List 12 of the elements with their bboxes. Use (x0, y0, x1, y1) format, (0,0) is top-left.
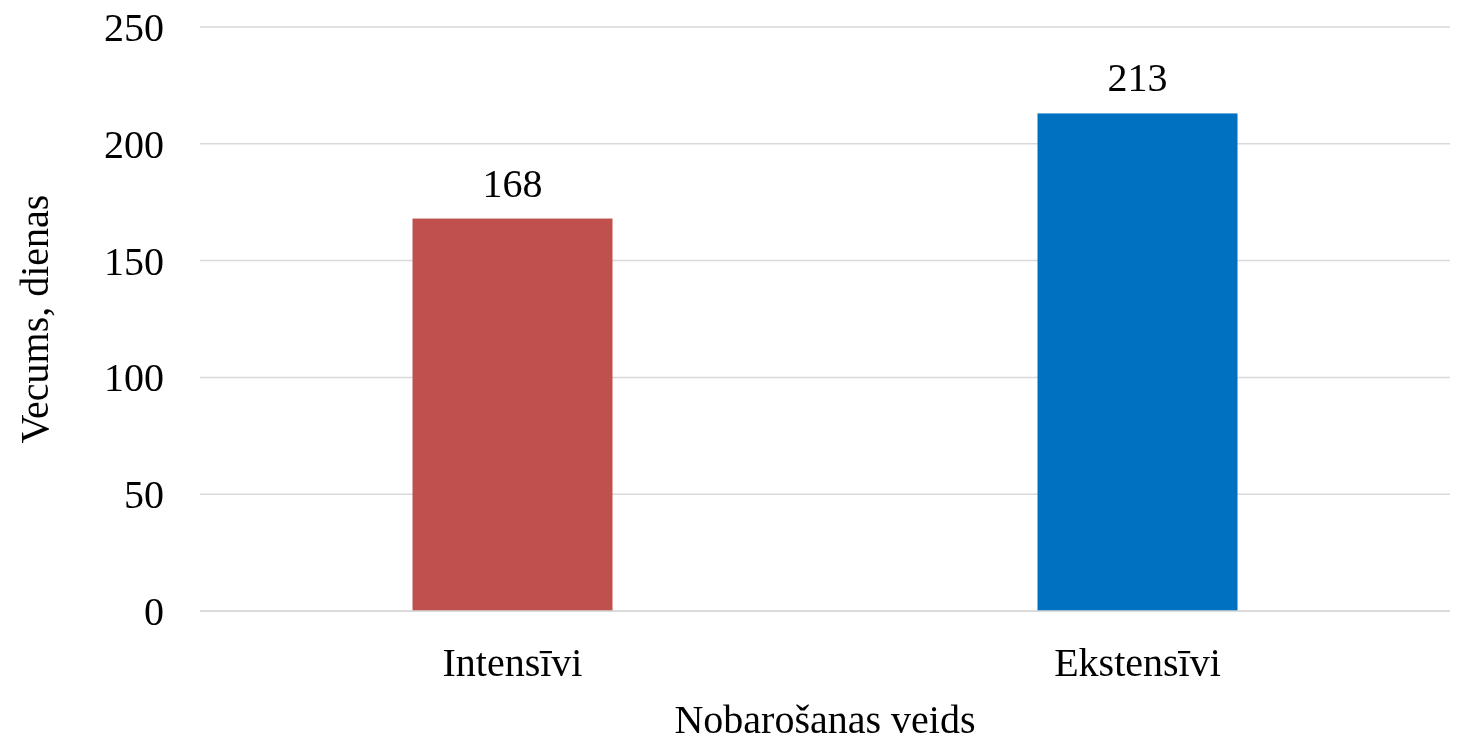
y-tick-label: 100 (104, 355, 164, 401)
y-tick-label: 250 (104, 5, 164, 50)
data-label: 213 (1107, 55, 1168, 101)
x-tick-label: Ekstensīvi (1054, 640, 1221, 685)
y-tick-label: 200 (104, 121, 164, 167)
y-tick-label: 0 (144, 589, 164, 634)
x-tick-label: Intensīvi (442, 640, 583, 685)
y-axis-title: Vecums, dienas (12, 194, 57, 444)
y-tick-label: 50 (124, 472, 164, 518)
y-tick-label: 150 (104, 238, 164, 284)
data-label: 168 (482, 160, 543, 206)
x-axis-title: Nobarošanas veids (674, 697, 976, 742)
